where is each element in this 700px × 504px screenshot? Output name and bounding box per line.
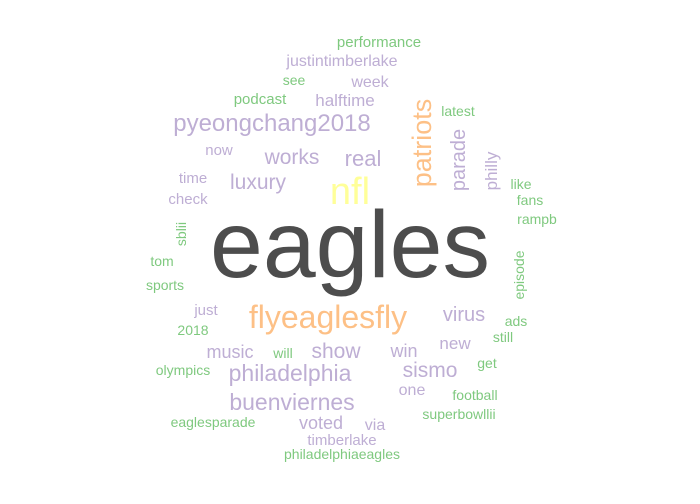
word-nfl: nfl <box>330 171 370 213</box>
word-check: check <box>168 191 208 208</box>
word-sports: sports <box>146 277 184 293</box>
word-eaglesparade: eaglesparade <box>171 414 256 430</box>
word-virus: virus <box>443 304 485 326</box>
word-philadelphiaeagles: philadelphiaeagles <box>284 446 400 462</box>
word-sblii: sblii <box>173 222 189 246</box>
word-works: works <box>264 146 320 169</box>
word-timberlake: timberlake <box>307 432 376 449</box>
word-halftime: halftime <box>315 91 375 110</box>
word-rampb: rampb <box>517 211 557 227</box>
word-football: football <box>452 387 497 403</box>
word-still: still <box>493 329 513 345</box>
word-sismo: sismo <box>403 359 458 382</box>
word-one: one <box>399 382 426 399</box>
word-see: see <box>283 72 306 88</box>
word-olympics: olympics <box>156 362 210 378</box>
word-performance: performance <box>337 34 421 51</box>
word-justintimberlake: justintimberlake <box>285 53 397 70</box>
word-podcast: podcast <box>234 91 287 108</box>
word-flyeaglesfly: flyeaglesfly <box>249 299 407 335</box>
word-philly: philly <box>482 151 501 190</box>
word-win: win <box>389 341 417 361</box>
word-via: via <box>365 417 386 434</box>
word-tom: tom <box>150 253 173 269</box>
word-real: real <box>345 146 382 171</box>
word-time: time <box>179 170 207 187</box>
word-eagles: eagles <box>210 192 490 298</box>
word-superbowllii: superbowllii <box>422 406 495 422</box>
word-buenviernes: buenviernes <box>229 389 354 415</box>
word-fans: fans <box>517 192 543 208</box>
word-latest: latest <box>441 103 475 119</box>
word-2018: 2018 <box>177 322 208 338</box>
word-parade: parade <box>448 129 470 191</box>
word-will: will <box>272 345 292 361</box>
word-music: music <box>206 342 253 362</box>
word-pyeongchang2018: pyeongchang2018 <box>173 110 371 137</box>
word-philadelphia: philadelphia <box>229 360 352 386</box>
word-now: now <box>205 142 233 159</box>
word-show: show <box>311 340 361 363</box>
word-luxury: luxury <box>230 171 287 194</box>
word-like: like <box>510 176 531 192</box>
word-episode: episode <box>511 250 527 299</box>
word-get: get <box>477 355 497 371</box>
word-week: week <box>350 74 389 91</box>
word-voted: voted <box>299 413 343 433</box>
word-new: new <box>439 334 471 353</box>
word-ads: ads <box>505 313 528 329</box>
word-patriots: patriots <box>407 99 437 188</box>
word-just: just <box>193 302 218 319</box>
